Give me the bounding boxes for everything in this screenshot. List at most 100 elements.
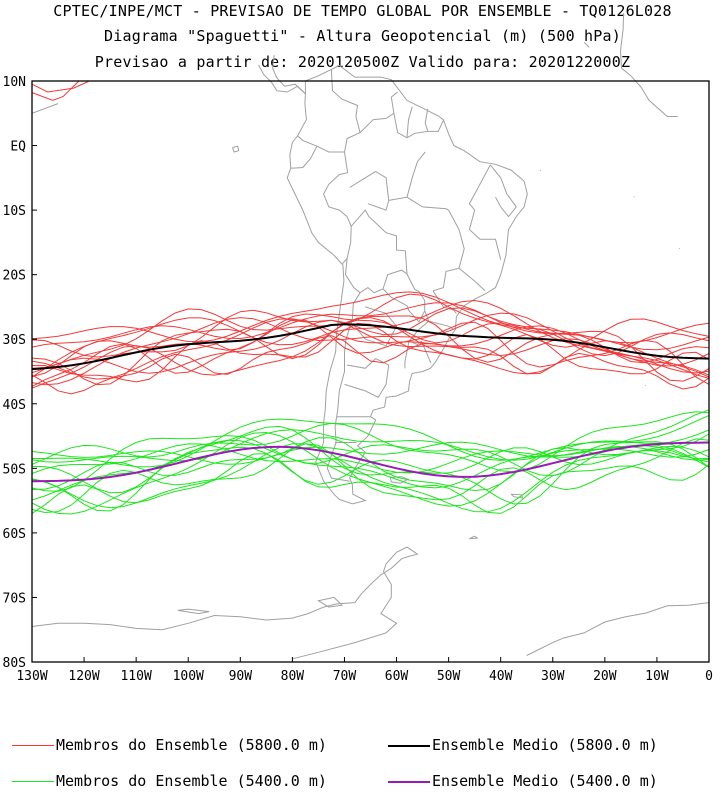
- country-border: [349, 170, 390, 211]
- country-border: [489, 164, 517, 208]
- y-tick-label: 30S: [3, 333, 26, 348]
- coastline: [469, 535, 479, 540]
- country-border: [468, 209, 502, 260]
- member-5400-line: [31, 438, 710, 514]
- y-axis-ticks: 10N EQ 10S 20S 30S 40S 50S 60S 70S 80S: [3, 75, 37, 671]
- coastline: [644, 384, 646, 387]
- member-5800-line: [31, 312, 710, 386]
- country-border: [354, 306, 398, 347]
- member-5800-line: [31, 322, 710, 383]
- legend-label-mean-5400: Ensemble Medio (5400.0 m): [432, 772, 658, 790]
- member-5800-line: [31, 291, 710, 344]
- coastline: [583, 41, 590, 48]
- member-5400-line: [31, 429, 710, 463]
- legend-swatch-black: [388, 744, 430, 747]
- map-title-line-2: Diagrama "Spaguetti" - Altura Geopotenci…: [104, 27, 621, 45]
- country-border: [428, 320, 455, 330]
- coastline: [272, 55, 306, 95]
- country-border: [290, 145, 318, 169]
- legend-label-members-5400: Membros do Ensemble (5400.0 m): [56, 772, 327, 790]
- y-tick-label: 50S: [3, 462, 26, 477]
- y-tick-label: 10N: [3, 75, 26, 90]
- x-tick-label: 130W: [16, 669, 47, 684]
- country-border: [330, 69, 361, 173]
- x-tick-label: 40W: [489, 669, 513, 684]
- legend-members-5400: Membros do Ensemble (5400.0 m): [12, 772, 327, 790]
- coastline: [620, 13, 625, 51]
- legend-mean-5400: Ensemble Medio (5400.0 m): [388, 772, 658, 790]
- member-5800-line: [31, 335, 710, 395]
- coastline: [258, 64, 306, 95]
- legend-mean-5800: Ensemble Medio (5800.0 m): [388, 736, 658, 754]
- country-border: [388, 151, 426, 201]
- y-tick-label: EQ: [10, 140, 26, 155]
- member-5400-line: [31, 409, 710, 492]
- x-tick-label: 70W: [333, 669, 357, 684]
- x-tick-label: 90W: [229, 669, 253, 684]
- x-axis-ticks: 130W 120W 110W 100W 90W 80W 70W 60W 50W 40W 30W 20W…: [16, 657, 713, 684]
- legend-label-members-5800: Membros do Ensemble (5800.0 m): [56, 736, 327, 754]
- member-5800-line: [31, 307, 710, 358]
- x-tick-label: 10W: [645, 669, 669, 684]
- coastline: [31, 546, 419, 631]
- legend-members-5800: Membros do Ensemble (5800.0 m): [12, 736, 327, 754]
- country-border: [458, 267, 486, 292]
- y-tick-label: 80S: [3, 656, 26, 671]
- y-tick-label: 10S: [3, 204, 26, 219]
- member-5400-line: [31, 411, 710, 473]
- member-5800-line: [31, 293, 710, 369]
- member-5400-line: [31, 425, 710, 494]
- legend-swatch-red: [12, 745, 54, 746]
- x-tick-label: 120W: [68, 669, 99, 684]
- coastline: [286, 64, 528, 505]
- y-tick-label: 20S: [3, 269, 26, 284]
- y-tick-label: 40S: [3, 398, 26, 413]
- country-border: [404, 341, 410, 369]
- country-border: [316, 145, 345, 153]
- map-frame: [31, 80, 710, 663]
- coastline: [633, 196, 635, 198]
- ensemble-mean-5800-line: [31, 323, 710, 371]
- legend-label-mean-5800: Ensemble Medio (5800.0 m): [432, 736, 658, 754]
- coastline: [389, 476, 410, 484]
- x-tick-label: 0: [705, 669, 713, 684]
- member-5400-line: [32, 414, 710, 468]
- member-5800-line: [31, 318, 710, 380]
- country-border: [297, 135, 318, 147]
- y-tick-label: 60S: [3, 527, 26, 542]
- x-tick-label: 30W: [541, 669, 565, 684]
- member-5800-line: [31, 315, 710, 386]
- coastline: [678, 247, 681, 250]
- member-5400-line: [31, 441, 710, 465]
- coastline: [620, 50, 678, 117]
- country-border: [406, 196, 449, 211]
- member-5400-line: [31, 443, 710, 513]
- x-tick-label: 80W: [281, 669, 305, 684]
- x-tick-label: 100W: [173, 669, 204, 684]
- legend-swatch-purple: [388, 780, 430, 783]
- country-border: [342, 258, 348, 265]
- country-border: [495, 196, 517, 218]
- country-border: [344, 357, 390, 398]
- coastline: [526, 602, 710, 656]
- ensemble-mean-5400-line: [31, 441, 710, 483]
- country-border: [323, 172, 352, 227]
- member-5800-line: [31, 317, 710, 389]
- country-border: [350, 209, 408, 290]
- country-border: [424, 108, 429, 132]
- coastline: [177, 608, 210, 615]
- country-border: [359, 91, 398, 133]
- ensemble-mean-lines: [31, 323, 710, 483]
- coastline: [31, 103, 59, 114]
- member-5800-line: [31, 313, 710, 378]
- country-border: [432, 209, 465, 292]
- member-5800-line: [31, 299, 710, 378]
- country-border: [359, 286, 384, 294]
- x-tick-label: 20W: [593, 669, 617, 684]
- coastline: [539, 169, 542, 172]
- member-5800-lines: [31, 80, 710, 395]
- country-border: [393, 113, 444, 139]
- map-title-line-1: CPTEC/INPE/MCT - PREVISAO DE TEMPO GLOBA…: [53, 2, 672, 20]
- member-5800-line: [31, 80, 90, 93]
